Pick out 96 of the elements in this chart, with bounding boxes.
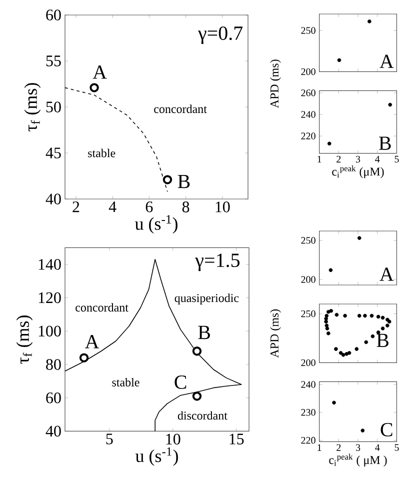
point (343, 314, 347, 318)
annotation: concordant (154, 104, 207, 114)
y-tick-label: 220 (301, 436, 316, 444)
annotation: discordant (178, 411, 228, 420)
point (79, 353, 89, 362)
annotation: A (92, 65, 107, 79)
point (376, 314, 380, 319)
annotation: C (174, 375, 186, 389)
y-tick-label: 55 (46, 56, 61, 66)
point (344, 352, 348, 356)
annotation: B (379, 136, 391, 150)
y-tick-label: 50 (46, 102, 61, 112)
annotation: C (380, 422, 392, 436)
y-tick-label: 100 (38, 326, 61, 337)
point (357, 314, 362, 318)
x-tick-label: 10 (216, 202, 230, 212)
point (347, 351, 352, 355)
point (386, 318, 390, 322)
x-tick-label: 4 (375, 156, 380, 162)
y-tick-label: 80 (46, 359, 61, 370)
y-tick-label: 240 (301, 381, 316, 388)
point (324, 320, 328, 324)
point (354, 347, 359, 351)
annotation: A (85, 335, 100, 348)
point (363, 314, 367, 318)
y-tick-label: 40 (46, 194, 61, 204)
annotation: A (380, 54, 394, 68)
point (325, 326, 330, 330)
y-tick-label: 220 (301, 132, 316, 140)
x-tick-label: 3 (356, 156, 360, 163)
y-tick-label: 230 (301, 409, 316, 416)
annotation: concordant (76, 303, 128, 312)
y-axis-title: APD (ms) (270, 60, 281, 108)
point (324, 316, 328, 321)
point (326, 310, 330, 314)
y-tick-label: 200 (301, 359, 316, 366)
point (334, 312, 339, 317)
point (324, 324, 329, 328)
point (364, 340, 368, 344)
x-tick-label: 5 (106, 434, 113, 444)
y-tick-label: 45 (46, 148, 61, 158)
y-tick-label: 240 (301, 111, 316, 118)
x-tick-label: 2 (336, 156, 341, 162)
x-tick-label: 3 (356, 444, 360, 451)
point (370, 314, 374, 318)
x-tick-label: 1 (318, 444, 322, 451)
point (334, 347, 338, 351)
point (192, 392, 202, 401)
point (192, 346, 202, 356)
y-tick-label: 250 (301, 237, 316, 244)
point (329, 308, 334, 313)
point (370, 334, 375, 338)
y-tick-label: 260 (301, 89, 316, 96)
y-tick-label: 200 (301, 276, 316, 283)
annotation: γ=1.5 (195, 254, 240, 272)
y-tick-label: 60 (46, 392, 61, 404)
y-tick-label: 200 (301, 68, 316, 76)
point (326, 331, 330, 336)
x-tick-label: 8 (182, 202, 190, 212)
y-tick-label: 250 (301, 310, 316, 318)
y-axis-title: APD (ms) (270, 309, 281, 358)
x-axis-title: c$_{i}$$^{peak}$ ( μM ) (329, 454, 387, 467)
x-tick-label: 2 (72, 202, 80, 212)
x-tick-label: 1 (318, 156, 322, 162)
point (386, 324, 390, 328)
x-axis-title: c$_{i}$$^{peak}$ (μM) (332, 165, 384, 178)
point (338, 351, 343, 355)
y-axis-title: τ$_{f}$ (ms) (24, 83, 41, 132)
annotation: A (380, 268, 394, 281)
y-axis-title: τ$_{f}$ (ms) (16, 316, 33, 364)
y-tick-label: 60 (46, 10, 61, 20)
x-tick-label: 15 (230, 434, 244, 444)
x-tick-label: 10 (166, 434, 180, 445)
annotation: γ=0.7 (198, 26, 243, 44)
annotation: stable (88, 148, 116, 158)
annotation: B (376, 334, 388, 347)
x-tick-label: 4 (108, 202, 116, 212)
point (380, 326, 385, 330)
y-tick-label: 140 (38, 258, 61, 270)
point (324, 314, 329, 318)
x-tick-label: 2 (336, 444, 341, 451)
x-tick-label: 4 (375, 444, 380, 451)
x-axis-title: u (s$^{-1}$) (134, 215, 178, 234)
x-tick-label: 6 (146, 202, 153, 212)
point (341, 352, 346, 357)
y-tick-label: 250 (301, 27, 316, 34)
x-axis-title: u (s$^{-1}$) (135, 447, 178, 466)
y-tick-label: 40 (46, 426, 61, 437)
annotation: stable (112, 378, 140, 386)
y-tick-label: 120 (38, 292, 61, 304)
x-tick-label: 5 (394, 156, 399, 162)
annotation: B (198, 326, 210, 340)
annotation: B (178, 174, 190, 188)
x-tick-label: 5 (394, 444, 399, 451)
point (380, 316, 385, 320)
annotation: quasiperiodic (174, 294, 239, 305)
